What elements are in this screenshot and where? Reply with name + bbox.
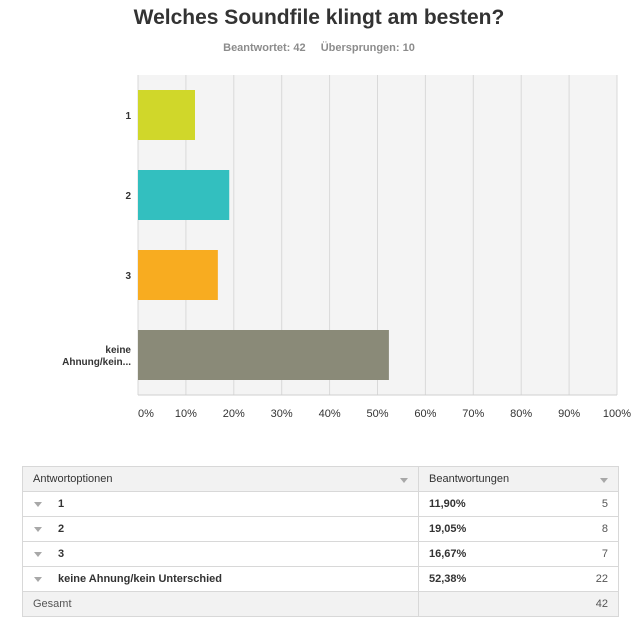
option-count: 22 xyxy=(595,573,608,585)
header-options-cell[interactable]: Antwortoptionen xyxy=(22,466,419,492)
expand-arrow-icon[interactable] xyxy=(34,576,42,582)
category-label: 2 xyxy=(125,191,131,202)
x-tick-label: 50% xyxy=(366,408,388,420)
option-count: 7 xyxy=(601,548,608,560)
x-tick-label: 30% xyxy=(271,408,293,420)
category-label: 3 xyxy=(125,271,131,282)
table-row: keine Ahnung/kein Unterschied 52,38% 22 xyxy=(22,566,619,592)
table-row: 2 19,05% 8 xyxy=(22,516,619,542)
x-tick-label: 40% xyxy=(319,408,341,420)
total-count: 42 xyxy=(595,598,608,610)
option-count: 5 xyxy=(601,498,608,510)
header-responses-label: Beantwortungen xyxy=(429,473,510,485)
option-label: 3 xyxy=(58,548,65,560)
table-row: 1 11,90% 5 xyxy=(22,491,619,517)
chart-title: Welches Soundfile klingt am besten? xyxy=(133,6,505,29)
expand-arrow-icon[interactable] xyxy=(34,526,42,532)
response-summary: Beantwortet: 42 Übersprungen: 10 xyxy=(0,42,638,54)
header-options-label: Antwortoptionen xyxy=(33,473,113,485)
bar xyxy=(138,90,196,140)
x-tick-label: 80% xyxy=(510,408,532,420)
total-label: Gesamt xyxy=(33,598,72,610)
sort-arrow-icon[interactable] xyxy=(600,478,608,483)
expand-arrow-icon[interactable] xyxy=(34,551,42,557)
option-label: keine Ahnung/kein Unterschied xyxy=(58,573,223,585)
header-responses-cell[interactable]: Beantwortungen xyxy=(418,466,619,492)
x-tick-label: 90% xyxy=(558,408,580,420)
x-tick-label: 10% xyxy=(175,408,197,420)
x-tick-label: 100% xyxy=(603,408,631,420)
results-table: Antwortoptionen Beantwortungen 1 11,90% 5… xyxy=(22,466,619,617)
option-label: 2 xyxy=(58,523,65,535)
skipped-count: Übersprungen: 10 xyxy=(320,42,415,54)
x-tick-label: 0% xyxy=(138,408,154,420)
x-tick-label: 70% xyxy=(462,408,484,420)
bar xyxy=(138,170,230,220)
option-percent: 52,38% xyxy=(429,573,467,585)
x-tick-label: 60% xyxy=(414,408,436,420)
option-count: 8 xyxy=(601,523,608,535)
answered-count: Beantwortet: 42 xyxy=(223,42,306,54)
table-header-row: Antwortoptionen Beantwortungen xyxy=(22,466,619,492)
category-label: 1 xyxy=(125,111,131,122)
x-tick-label: 20% xyxy=(223,408,245,420)
option-percent: 16,67% xyxy=(429,548,467,560)
table-row: 3 16,67% 7 xyxy=(22,541,619,567)
category-label: keine Ahnung/kein... xyxy=(62,345,131,368)
option-percent: 11,90% xyxy=(429,498,466,510)
bar xyxy=(138,330,389,380)
bar xyxy=(138,250,218,300)
option-percent: 19,05% xyxy=(429,523,467,535)
table-total-row: Gesamt 42 xyxy=(22,591,619,617)
expand-arrow-icon[interactable] xyxy=(34,501,42,507)
bar-chart: 0% 10% 20% 30% 40% 50% 60% 70% 80% 90% 100% 1 2 3 kein… xyxy=(62,75,631,420)
sort-arrow-icon[interactable] xyxy=(400,478,408,483)
option-label: 1 xyxy=(58,498,65,510)
